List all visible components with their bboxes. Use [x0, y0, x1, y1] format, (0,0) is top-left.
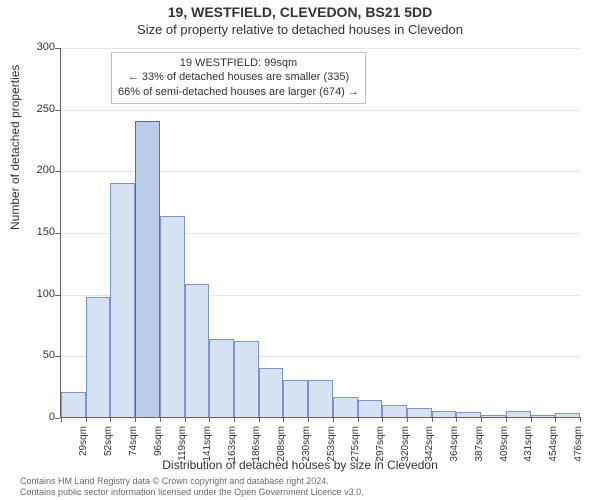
x-tick: [407, 417, 408, 422]
chart-subtitle: Size of property relative to detached ho…: [0, 22, 600, 37]
x-tick: [308, 417, 309, 422]
x-tick: [358, 417, 359, 422]
y-tick: [55, 110, 60, 111]
histogram-bar: [308, 380, 333, 417]
x-axis-label: Distribution of detached houses by size …: [0, 458, 600, 472]
histogram-bar: [283, 380, 308, 417]
histogram-bar: [506, 411, 531, 417]
legend-line-1: 19 WESTFIELD: 99sqm: [118, 56, 359, 70]
y-tick: [55, 295, 60, 296]
plot-area: 19 WESTFIELD: 99sqm ← 33% of detached ho…: [60, 48, 580, 418]
y-tick-label: 50: [30, 349, 55, 361]
x-tick: [481, 417, 482, 422]
histogram-bar: [481, 415, 506, 417]
histogram-bar: [432, 411, 457, 417]
y-tick-label: 250: [30, 103, 55, 115]
y-tick: [55, 356, 60, 357]
histogram-bar: [555, 413, 580, 417]
x-tick: [580, 417, 581, 422]
y-tick-label: 150: [30, 226, 55, 238]
histogram-bar: [185, 284, 210, 417]
histogram-bar: [358, 400, 383, 417]
histogram-bar: [259, 368, 284, 417]
x-tick: [61, 417, 62, 422]
page-title: 19, WESTFIELD, CLEVEDON, BS21 5DD: [0, 4, 600, 20]
x-tick: [531, 417, 532, 422]
y-axis-label: Number of detached properties: [8, 65, 22, 230]
histogram-bar: [407, 408, 432, 417]
histogram-bar: [160, 216, 185, 417]
grid-line: [61, 110, 580, 111]
attribution-line-1: Contains HM Land Registry data © Crown c…: [20, 476, 329, 486]
y-tick-label: 200: [30, 164, 55, 176]
legend-box: 19 WESTFIELD: 99sqm ← 33% of detached ho…: [111, 52, 366, 104]
x-tick: [283, 417, 284, 422]
x-tick: [86, 417, 87, 422]
histogram-bar: [61, 392, 86, 417]
y-tick-label: 100: [30, 288, 55, 300]
histogram-bar: [209, 339, 234, 417]
legend-line-2: ← 33% of detached houses are smaller (33…: [118, 70, 359, 84]
attribution: Contains HM Land Registry data © Crown c…: [20, 476, 580, 498]
y-tick: [55, 171, 60, 172]
histogram-bar: [110, 183, 135, 417]
x-tick: [456, 417, 457, 422]
x-tick: [160, 417, 161, 422]
x-tick: [234, 417, 235, 422]
grid-line: [61, 48, 580, 49]
x-tick: [333, 417, 334, 422]
histogram-bar: [456, 412, 481, 417]
histogram-bar: [86, 297, 111, 417]
x-tick: [382, 417, 383, 422]
histogram-bar: [234, 341, 259, 417]
attribution-line-2: Contains public sector information licen…: [20, 487, 364, 497]
y-tick-label: 0: [30, 411, 55, 423]
y-tick: [55, 418, 60, 419]
x-tick: [135, 417, 136, 422]
histogram-bar: [333, 397, 358, 417]
histogram-bar: [382, 405, 407, 417]
legend-line-3: 66% of semi-detached houses are larger (…: [118, 85, 359, 99]
x-tick: [555, 417, 556, 422]
x-tick: [259, 417, 260, 422]
chart-root: 19, WESTFIELD, CLEVEDON, BS21 5DD Size o…: [0, 0, 600, 500]
x-tick: [432, 417, 433, 422]
y-tick: [55, 48, 60, 49]
histogram-bar: [531, 415, 556, 417]
x-tick: [506, 417, 507, 422]
x-tick: [185, 417, 186, 422]
y-tick-label: 300: [30, 41, 55, 53]
x-tick: [110, 417, 111, 422]
x-tick: [209, 417, 210, 422]
y-tick: [55, 233, 60, 234]
histogram-bar: [135, 121, 160, 417]
